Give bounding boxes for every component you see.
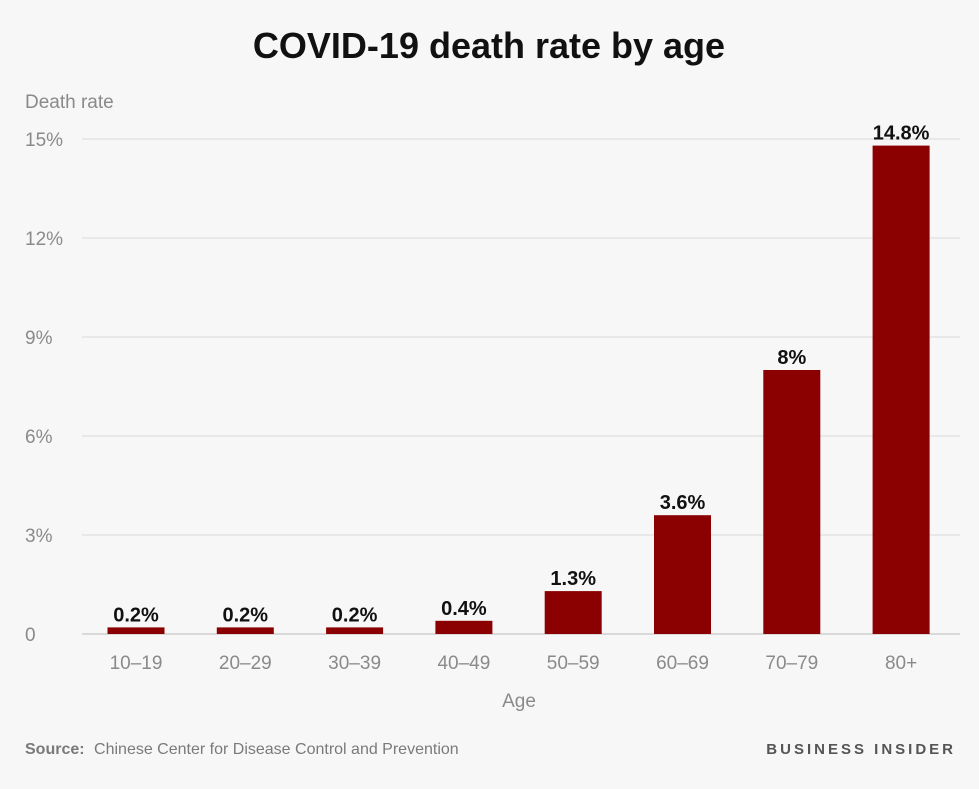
gridlines (82, 138, 960, 635)
y-tick-label: 12% (25, 229, 63, 250)
bar (654, 515, 711, 634)
x-tick-label: 70–79 (765, 653, 818, 674)
y-tick-label: 3% (25, 526, 53, 547)
bar (107, 627, 165, 634)
source-text: Chinese Center for Disease Control and P… (94, 741, 459, 758)
y-tick-label: 15% (25, 130, 63, 151)
x-tick-label: 40–49 (437, 653, 490, 674)
x-tick-label: 30–39 (328, 653, 381, 674)
data-label: 8% (777, 347, 806, 369)
x-tick-label: 20–29 (219, 653, 272, 674)
brand-logo: BUSINESS INSIDER (766, 741, 956, 758)
data-label: 14.8% (873, 123, 930, 145)
y-tick-label: 6% (25, 427, 53, 448)
y-axis-title: Death rate (25, 92, 114, 113)
y-tick-label: 0 (25, 625, 36, 646)
bar (326, 627, 384, 634)
bar (763, 370, 821, 634)
y-axis-ticks: 0 3% 6% 9% 12% 15% (25, 130, 63, 646)
y-tick-label: 9% (25, 328, 53, 349)
data-label: 0.4% (441, 598, 487, 620)
data-labels: 0.2% 0.2% 0.2% 0.4% 1.3% 3.6% 8% 14.8% (113, 123, 929, 627)
source-note: Source: Chinese Center for Disease Contr… (25, 741, 459, 758)
bar (216, 627, 274, 634)
bar (435, 620, 493, 634)
bars (107, 145, 930, 634)
data-label: 0.2% (332, 604, 378, 626)
chart-title: COVID-19 death rate by age (253, 25, 725, 66)
x-tick-label: 60–69 (656, 653, 709, 674)
x-tick-label: 50–59 (547, 653, 600, 674)
data-label: 1.3% (550, 568, 596, 590)
x-axis-title: Age (502, 691, 536, 712)
x-axis-ticks: 10–19 20–29 30–39 40–49 50–59 60–69 70–79 80+ (110, 653, 918, 674)
bar (544, 591, 602, 634)
x-tick-label: 80+ (885, 653, 917, 674)
x-tick-label: 10–19 (110, 653, 163, 674)
data-label: 0.2% (223, 604, 269, 626)
bar (872, 145, 930, 634)
data-label: 3.6% (660, 492, 706, 514)
source-label: Source: (25, 741, 85, 758)
data-label: 0.2% (113, 604, 159, 626)
